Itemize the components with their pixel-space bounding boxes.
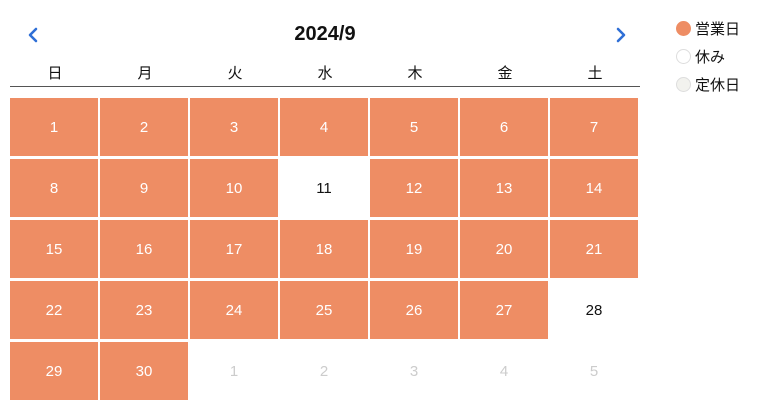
day-cell[interactable]: 15 — [10, 220, 98, 278]
legend-label: 休み — [695, 47, 726, 66]
day-cell[interactable]: 26 — [370, 281, 458, 339]
day-cell[interactable]: 12 — [370, 159, 458, 217]
day-cell[interactable]: 22 — [10, 281, 98, 339]
legend-label: 定休日 — [695, 75, 741, 94]
day-cell[interactable]: 23 — [100, 281, 188, 339]
calendar-header: 2024/9 — [10, 16, 640, 52]
day-cell[interactable]: 7 — [550, 98, 638, 156]
calendar: 2024/9 日月火水木金土 1 2 3 4 5 6 7 8 9 10 11 12 13 14 15 16 17… — [10, 0, 640, 415]
day-cell[interactable]: 17 — [190, 220, 278, 278]
day-cell[interactable]: 9 — [100, 159, 188, 217]
weekday-label: 日 — [47, 64, 63, 82]
day-cell[interactable]: 3 — [190, 98, 278, 156]
day-cell[interactable]: 14 — [550, 159, 638, 217]
legend-swatch — [676, 76, 691, 92]
day-cell[interactable]: 27 — [460, 281, 548, 339]
weekday-label: 火 — [227, 64, 243, 82]
day-cell[interactable]: 19 — [370, 220, 458, 278]
day-cell[interactable]: 21 — [550, 220, 638, 278]
chevron-left-icon — [28, 27, 38, 43]
day-cell-other-month: 3 — [370, 342, 458, 400]
legend-item: 休み — [676, 42, 768, 70]
day-cell[interactable]: 1 — [10, 98, 98, 156]
weekday-label: 木 — [407, 64, 423, 82]
legend-item: 定休日 — [676, 70, 768, 98]
day-cell[interactable]: 30 — [100, 342, 188, 400]
day-cell[interactable]: 8 — [10, 159, 98, 217]
day-cell[interactable]: 6 — [460, 98, 548, 156]
legend-swatch — [676, 48, 691, 64]
legend-label: 営業日 — [695, 19, 741, 38]
legend-swatch — [676, 20, 691, 36]
weekday-label: 月 — [137, 64, 153, 82]
day-cell[interactable]: 5 — [370, 98, 458, 156]
prev-month-button[interactable] — [22, 24, 44, 46]
day-cell[interactable]: 10 — [190, 159, 278, 217]
weekday-label: 水 — [317, 64, 333, 82]
weekday-label: 金 — [497, 64, 513, 82]
day-cell-other-month: 2 — [280, 342, 368, 400]
legend: 営業日 休み 定休日 — [676, 14, 768, 98]
month-title: 2024/9 — [294, 23, 356, 45]
day-cell[interactable]: 20 — [460, 220, 548, 278]
day-cell[interactable]: 16 — [100, 220, 188, 278]
chevron-right-icon — [616, 27, 626, 43]
day-cell-other-month: 5 — [550, 342, 638, 400]
weekday-header: 日月火水木金土 — [10, 60, 640, 87]
day-cell[interactable]: 25 — [280, 281, 368, 339]
next-month-button[interactable] — [610, 24, 632, 46]
day-cell[interactable]: 28 — [550, 281, 638, 339]
day-cell[interactable]: 18 — [280, 220, 368, 278]
day-cell[interactable]: 11 — [280, 159, 368, 217]
legend-item: 営業日 — [676, 14, 768, 42]
weekday-label: 土 — [587, 64, 603, 82]
day-cell[interactable]: 24 — [190, 281, 278, 339]
day-cell-other-month: 4 — [460, 342, 548, 400]
day-cell[interactable]: 29 — [10, 342, 98, 400]
day-grid: 1 2 3 4 5 6 7 8 9 10 11 12 13 14 15 16 17 18 19 20 21 22 23 24 2… — [10, 98, 642, 400]
day-cell[interactable]: 4 — [280, 98, 368, 156]
day-cell-other-month: 1 — [190, 342, 278, 400]
day-cell[interactable]: 2 — [100, 98, 188, 156]
day-cell[interactable]: 13 — [460, 159, 548, 217]
